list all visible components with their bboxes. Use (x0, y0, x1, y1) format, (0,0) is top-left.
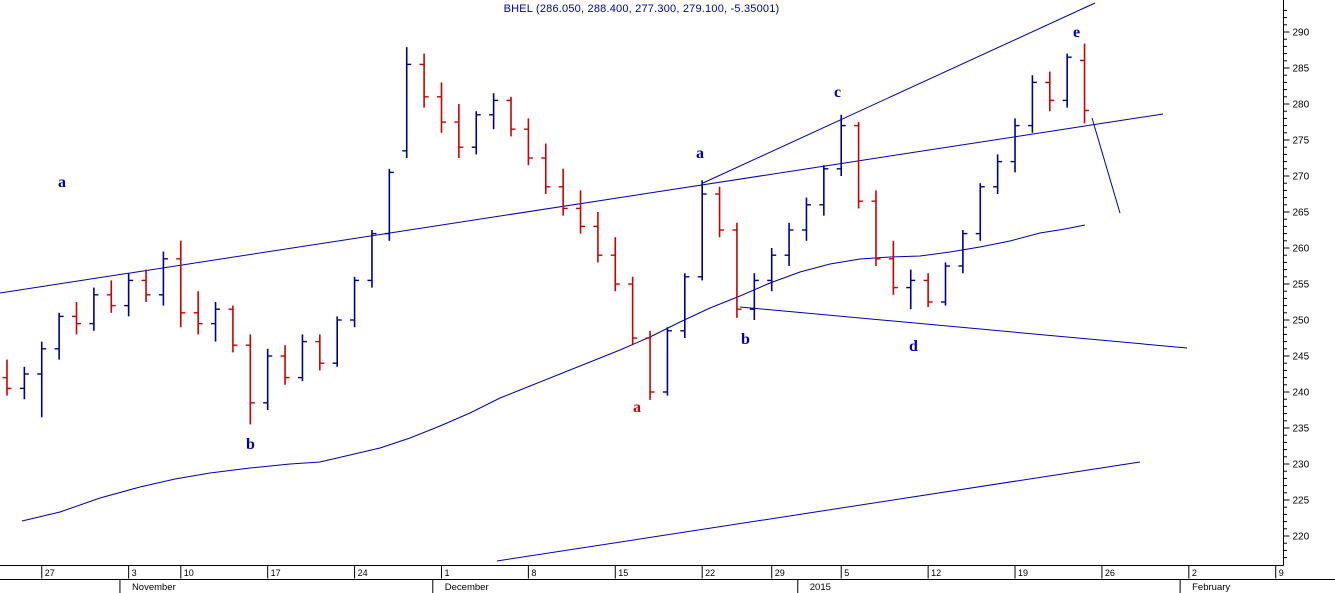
date-label: 29 (775, 568, 785, 578)
wave-label-b: b (246, 436, 255, 453)
wave-label-a: a (633, 399, 641, 416)
month-label: 2015 (810, 582, 831, 593)
date-label: 27 (45, 568, 55, 578)
date-label: 5 (844, 568, 849, 578)
date-label: 2 (1192, 568, 1197, 578)
wave-label-a: a (58, 174, 66, 191)
price-label: 230 (1293, 460, 1310, 471)
date-label: 22 (705, 568, 715, 578)
chart-title: BHEL (286.050, 288.400, 277.300, 279.100… (503, 3, 780, 15)
month-label: December (445, 582, 489, 593)
date-label: 3 (132, 568, 137, 578)
trendline-impulse (702, 2, 1096, 184)
wave-label-c: c (834, 84, 841, 101)
price-label: 225 (1293, 496, 1310, 507)
date-label: 26 (1105, 568, 1115, 578)
price-label: 280 (1293, 100, 1310, 111)
date-label: 10 (184, 568, 194, 578)
price-label: 265 (1293, 208, 1310, 219)
price-label: 285 (1293, 64, 1310, 75)
price-label: 240 (1293, 388, 1310, 399)
date-label: 15 (618, 568, 628, 578)
moving-average-curve (21, 224, 1086, 522)
price-label: 220 (1293, 532, 1310, 543)
wave-label-a: a (696, 145, 704, 162)
wave-label-e: e (1073, 24, 1080, 41)
price-label: 235 (1293, 424, 1310, 435)
month-label: February (1192, 582, 1230, 593)
date-label: 12 (931, 568, 941, 578)
price-label: 260 (1293, 244, 1310, 255)
price-label: 250 (1293, 316, 1310, 327)
date-label: 8 (531, 568, 536, 578)
price-label: 245 (1293, 352, 1310, 363)
price-label: 255 (1293, 280, 1310, 291)
wave-label-d: d (909, 338, 918, 355)
wave-label-b: b (741, 331, 750, 348)
price-label: 275 (1293, 136, 1310, 147)
date-label: 24 (358, 568, 368, 578)
date-label: 9 (1279, 568, 1284, 578)
trendline-channel-lower (496, 461, 1141, 562)
month-label: November (132, 582, 176, 593)
price-label: 290 (1293, 28, 1310, 39)
trendline-channel-upper (0, 113, 1164, 294)
date-label: 1 (444, 568, 449, 578)
date-label: 19 (1018, 568, 1028, 578)
trendline-projection-down (1091, 117, 1121, 214)
date-label: 17 (271, 568, 281, 578)
trendline-b-d (739, 306, 1188, 349)
price-label: 270 (1293, 172, 1310, 183)
